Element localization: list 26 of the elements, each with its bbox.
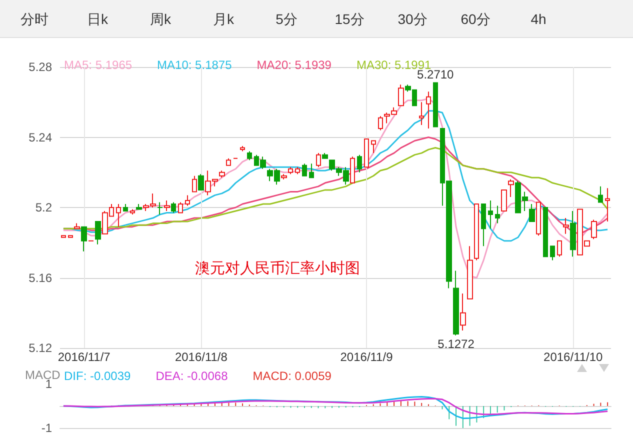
text: 月k <box>212 10 235 29</box>
text: 5分 <box>274 10 298 29</box>
series-label: DIF: -0.0039 <box>64 369 132 383</box>
y-tick-label: -1 <box>41 421 52 435</box>
text: MA10: 5.1875 <box>157 58 232 72</box>
series-label: DEA: -0.0068 <box>156 369 228 383</box>
y-tick-label: 5.2 <box>35 200 52 214</box>
text: MA5: 5.1965 <box>64 58 132 72</box>
text: 15分 <box>334 10 366 29</box>
y-tick-label: 5.12 <box>28 341 52 355</box>
y-tick-label: 5.16 <box>28 270 52 285</box>
x-tick-label: 2016/11/9 <box>340 350 394 364</box>
annotation: 5.1272 <box>438 336 475 351</box>
text: 60分 <box>460 10 492 29</box>
y-tick-label: 5.24 <box>28 130 52 144</box>
text: 周k <box>149 10 172 29</box>
text: 30分 <box>396 10 428 29</box>
x-tick-label: 2016/11/10 <box>544 350 604 364</box>
text: 日k <box>86 10 109 29</box>
series-label: MACD: 0.0059 <box>252 369 332 383</box>
x-tick-label: 2016/11/8 <box>174 350 228 364</box>
x-tick-label: 2016/11/7 <box>58 350 111 364</box>
text: 分时 <box>20 10 50 29</box>
text: 4h <box>530 10 548 29</box>
y-tick-label: 5.28 <box>28 60 52 74</box>
text: MA20: 5.1939 <box>256 58 332 72</box>
